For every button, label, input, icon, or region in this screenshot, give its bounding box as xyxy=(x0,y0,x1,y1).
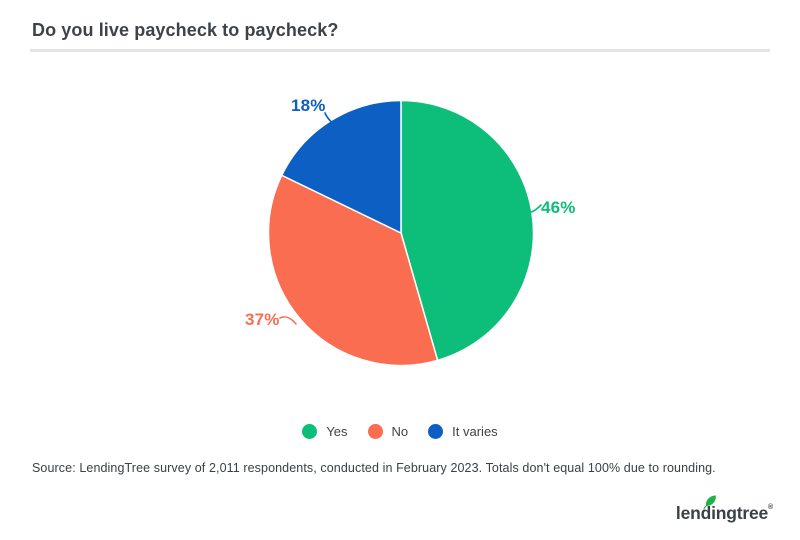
legend-item-no: No xyxy=(367,424,409,439)
pie-chart-svg xyxy=(267,99,535,367)
legend-swatch-it-varies-icon xyxy=(428,424,444,439)
leader-line-no xyxy=(279,316,297,325)
pie-slice-yes xyxy=(400,99,535,362)
pie-label-no: 37% xyxy=(245,310,280,329)
legend-item-it-varies: It varies xyxy=(428,424,498,439)
leader-line-yes xyxy=(524,204,542,214)
page-title: Do you live paycheck to paycheck? xyxy=(32,20,339,40)
legend-label-yes: Yes xyxy=(326,424,348,439)
pie-label-it-varies: 18% xyxy=(291,96,326,115)
leaf-icon xyxy=(703,495,716,509)
legend-label-it-varies: It varies xyxy=(452,424,498,439)
legend-swatch-no-icon xyxy=(367,424,383,439)
source-note: Source: LendingTree survey of 2,011 resp… xyxy=(32,461,716,475)
leader-line-it-varies xyxy=(324,112,340,128)
lendingtree-logo: lendingtree® xyxy=(675,495,773,524)
title-divider xyxy=(30,49,770,52)
legend-label-no: No xyxy=(391,424,409,439)
pie-label-yes: 46% xyxy=(541,198,576,217)
logo-text: lendingtree xyxy=(675,503,769,523)
chart-legend: Yes No It varies xyxy=(0,424,800,439)
legend-swatch-yes-icon xyxy=(302,424,318,439)
registered-mark: ® xyxy=(768,504,773,511)
pie-slice-no xyxy=(267,174,439,367)
legend-item-yes: Yes xyxy=(302,424,348,439)
